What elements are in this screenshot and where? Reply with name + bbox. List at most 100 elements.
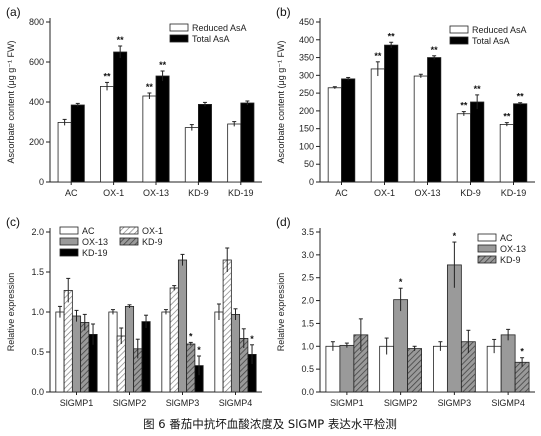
y-tick-label: 1.0 [301, 341, 314, 351]
y-tick-label: 0.5 [301, 364, 314, 374]
chart-panel-1: (a) 0 200 400 600 800 Ascorbate content (μg g⁻… [6, 5, 262, 198]
bar [456, 113, 471, 183]
bar [161, 311, 171, 393]
bar [240, 102, 255, 183]
significance-mark: * [189, 331, 193, 341]
x-tick-label: KD-9 [188, 188, 209, 198]
x-tick-label: KD-19 [501, 188, 527, 198]
bar [116, 335, 126, 393]
bar [230, 313, 241, 393]
bar [433, 345, 448, 393]
y-tick-label: 400 [299, 35, 314, 45]
x-tick-label: SlGMP1 [330, 398, 364, 408]
significance-mark: ** [104, 71, 112, 81]
legend-label: OX-1 [142, 226, 163, 236]
y-tick-label: 3.0 [301, 250, 314, 260]
legend-label: Reduced AsA [472, 25, 527, 35]
bar [71, 315, 82, 393]
y-tick-label: 400 [29, 97, 44, 107]
bar [214, 311, 224, 393]
bar [70, 104, 85, 183]
bar [57, 122, 72, 183]
y-tick-label: 50 [304, 159, 314, 169]
x-tick-label: AC [65, 188, 78, 198]
legend-label: Reduced AsA [192, 23, 247, 33]
y-tick-label: 2.0 [301, 296, 314, 306]
y-tick-label: 250 [299, 88, 314, 98]
bar [470, 101, 485, 183]
y-tick-label: 0 [309, 177, 314, 187]
significance-mark: ** [117, 35, 125, 45]
y-tick-label: 3.5 [301, 227, 314, 237]
bar [169, 287, 179, 393]
legend-swatch [477, 233, 497, 242]
bar [413, 75, 428, 183]
significance-mark: ** [474, 84, 482, 94]
legend-label: KD-9 [500, 255, 521, 265]
legend-swatch [119, 226, 139, 235]
significance-mark: ** [517, 92, 525, 102]
bar [339, 344, 355, 393]
bar [63, 289, 73, 393]
panel-label: (c) [6, 215, 20, 229]
legend-label: KD-9 [142, 237, 163, 247]
y-tick-label: 0.0 [301, 387, 314, 397]
y-tick-label: 2.0 [31, 227, 44, 237]
y-tick-label: 1.5 [301, 318, 314, 328]
x-tick-label: SlGMP3 [438, 398, 472, 408]
bar [222, 259, 232, 393]
y-tick-label: 150 [299, 124, 314, 134]
significance-mark: * [399, 277, 403, 287]
y-tick-label: 300 [299, 70, 314, 80]
bar [124, 305, 135, 393]
y-tick-label: 0.0 [31, 387, 44, 397]
x-tick-label: OX-1 [103, 188, 124, 198]
x-tick-label: SlGMP4 [219, 398, 253, 408]
bar [407, 348, 422, 393]
bar [108, 311, 118, 393]
y-tick-label: 0 [39, 177, 44, 187]
panel-label: (a) [6, 5, 21, 19]
y-tick-label: 450 [299, 17, 314, 27]
y-tick-label: 200 [299, 106, 314, 116]
legend-swatch [119, 237, 139, 246]
bar [227, 123, 242, 183]
x-tick-label: KD-19 [228, 188, 254, 198]
bar [500, 334, 516, 393]
x-tick-label: SlGMP3 [166, 398, 200, 408]
chart-panel-4: (d) 0.0 0.5 1.0 1.5 2.0 2.5 3.0 3.5 Relative expr… [276, 215, 535, 408]
bar [100, 86, 115, 183]
legend-swatch [59, 237, 79, 246]
significance-mark: ** [503, 112, 511, 122]
y-axis-label: Ascorbate content (μg g⁻¹ FW) [6, 41, 16, 164]
x-tick-label: AC [335, 188, 348, 198]
x-tick-label: OX-1 [374, 188, 395, 198]
bar [80, 321, 90, 393]
significance-mark: * [520, 347, 524, 357]
x-tick-label: OX-13 [143, 188, 169, 198]
y-tick-label: 1.0 [31, 307, 44, 317]
legend-swatch [449, 36, 469, 45]
significance-mark: * [250, 334, 254, 344]
bar [55, 311, 65, 393]
bar [141, 321, 151, 393]
y-tick-label: 200 [29, 137, 44, 147]
bar [177, 259, 188, 393]
figure-caption: 图 6 番茄中抗坏血酸浓度及 SlGMP 表达水平检测 [143, 417, 397, 431]
bar [513, 103, 528, 183]
x-tick-label: SlGMP2 [384, 398, 418, 408]
x-tick-label: SlGMP4 [491, 398, 525, 408]
significance-mark: ** [146, 82, 154, 92]
y-tick-label: 100 [299, 141, 314, 151]
bar [184, 127, 199, 183]
bar [370, 68, 385, 183]
legend-label: Total AsA [472, 36, 510, 46]
x-tick-label: OX-13 [414, 188, 440, 198]
chart-panel-3: (c) 0.0 0.5 1.0 1.5 2.0 Relative expression SlG… [6, 215, 262, 408]
x-tick-label: SlGMP1 [60, 398, 94, 408]
y-tick-label: 350 [299, 53, 314, 63]
bar [186, 343, 196, 393]
legend-swatch [477, 255, 497, 264]
bar [393, 299, 409, 393]
